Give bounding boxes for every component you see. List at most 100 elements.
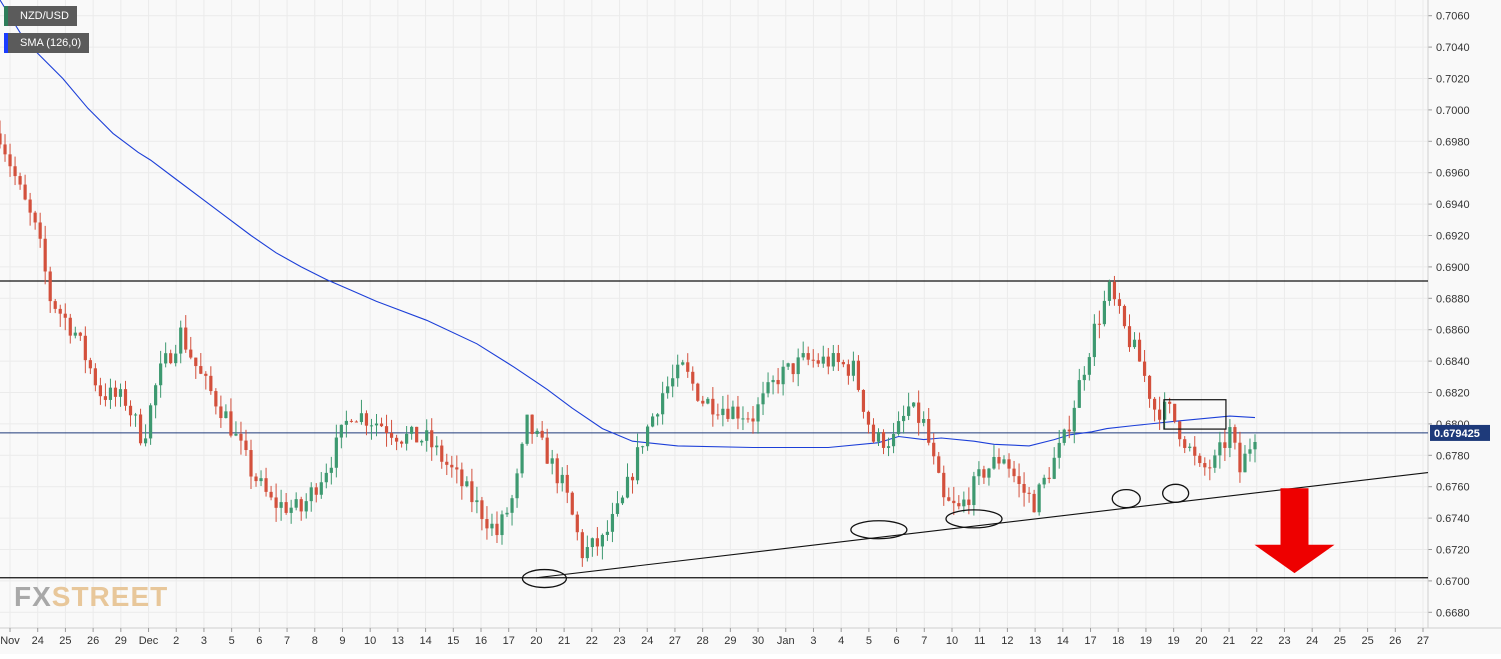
candle-body — [425, 430, 429, 441]
y-tick-label: 0.6920 — [1436, 231, 1470, 243]
x-tick-label: Dec — [139, 635, 159, 647]
candle-body — [118, 389, 123, 397]
candle-body — [545, 437, 549, 464]
candle-body — [957, 503, 961, 507]
candle-body — [0, 133, 2, 145]
candle-body — [1208, 467, 1212, 469]
candle-body — [801, 353, 805, 358]
candle-body — [1137, 339, 1142, 362]
candle-body — [369, 425, 374, 427]
down-arrow-icon — [1254, 488, 1335, 574]
candle-body — [78, 332, 82, 336]
candle-body — [133, 414, 138, 416]
candle-body — [279, 502, 283, 508]
candle-body — [1213, 455, 1217, 468]
x-tick-label: 8 — [312, 635, 318, 647]
trendline — [536, 472, 1429, 579]
x-tick-label: 10 — [364, 635, 376, 647]
candle-body — [846, 364, 850, 376]
candle-body — [259, 478, 263, 482]
candle-body — [635, 447, 640, 481]
candle-body — [1037, 484, 1041, 513]
candle-body — [666, 386, 670, 394]
x-tick-label: 13 — [392, 635, 404, 647]
candle-body — [912, 402, 916, 407]
candle-body — [886, 446, 891, 448]
candle-body — [244, 440, 248, 451]
candle-body — [1002, 459, 1006, 464]
candle-body — [68, 317, 72, 336]
x-tick-label: 15 — [447, 635, 459, 647]
x-tick-label: 5 — [866, 635, 872, 647]
candle-body — [821, 356, 825, 364]
candle-body — [645, 426, 650, 447]
candle-body — [18, 176, 22, 185]
candle-body — [866, 411, 871, 425]
candle-body — [490, 523, 494, 529]
x-tick-label: 5 — [229, 635, 235, 647]
candle-body — [415, 426, 419, 443]
candle-body — [952, 500, 956, 504]
candle-body — [329, 467, 333, 473]
candle-body — [309, 487, 313, 502]
candle-body — [876, 432, 881, 442]
candle-body — [500, 514, 504, 536]
candle-body — [294, 499, 298, 508]
candle-body — [224, 411, 228, 419]
candle-body — [189, 349, 193, 358]
candle-body — [615, 503, 620, 514]
candle-body — [28, 199, 32, 213]
candle-body — [1097, 323, 1101, 325]
candle-body — [746, 418, 750, 420]
candle-body — [595, 538, 599, 547]
candle-body — [962, 499, 966, 507]
candle-body — [1067, 429, 1071, 432]
candle-body — [1233, 427, 1237, 443]
candle-body — [149, 405, 153, 439]
candle-body — [364, 413, 369, 426]
symbol-legend[interactable]: NZD/USD — [4, 6, 77, 26]
candle-body — [826, 356, 830, 367]
candle-body — [656, 414, 660, 417]
candle-body — [164, 353, 168, 364]
candle-body — [470, 481, 474, 503]
candle-body — [786, 363, 790, 367]
candle-body — [1082, 374, 1086, 381]
candle-body — [1168, 401, 1172, 404]
candle-body — [841, 362, 845, 365]
sma-legend[interactable]: SMA (126,0) — [4, 33, 90, 53]
candle-body — [811, 359, 815, 361]
candle-body — [83, 335, 87, 361]
x-tick-label: 27 — [669, 635, 681, 647]
brand-watermark: FXSTREET — [14, 581, 168, 612]
x-tick-label: 7 — [284, 635, 290, 647]
candle-body — [761, 393, 765, 405]
candle-body — [475, 500, 479, 503]
x-tick-label: 21 — [1223, 635, 1235, 647]
candle-body — [1243, 453, 1247, 473]
candle-body — [510, 498, 514, 513]
candle-body — [555, 458, 559, 484]
y-tick-label: 0.6820 — [1436, 388, 1470, 400]
candle-body — [1228, 427, 1232, 448]
low-circle-5 — [1161, 483, 1190, 503]
candle-body — [610, 513, 615, 532]
x-tick-label: 23 — [1278, 635, 1290, 647]
candle-body — [967, 499, 971, 506]
candle-body — [1087, 357, 1091, 375]
candle-body — [154, 385, 158, 406]
candle-body — [1193, 446, 1197, 456]
candle-body — [731, 406, 735, 419]
candle-body — [686, 362, 690, 372]
candle-body — [485, 519, 489, 529]
candle-body — [1117, 299, 1122, 306]
candle-body — [1062, 429, 1066, 443]
candle-body — [896, 421, 901, 435]
candle-body — [1163, 401, 1167, 420]
candle-body — [1153, 398, 1157, 410]
x-tick-label: 22 — [1251, 635, 1263, 647]
x-tick-label: 18 — [1112, 635, 1124, 647]
candle-body — [505, 512, 509, 515]
low-circle-2 — [850, 520, 908, 540]
